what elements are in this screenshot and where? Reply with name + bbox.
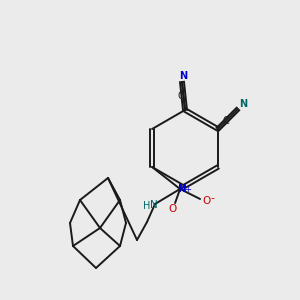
Text: O: O bbox=[168, 204, 176, 214]
Text: O: O bbox=[202, 196, 210, 206]
Text: H: H bbox=[143, 201, 151, 211]
Text: N: N bbox=[179, 71, 187, 81]
Text: +: + bbox=[185, 185, 191, 194]
Text: -: - bbox=[210, 193, 214, 203]
Text: N: N bbox=[178, 184, 187, 194]
Text: C: C bbox=[178, 91, 184, 101]
Text: N: N bbox=[150, 200, 158, 210]
Text: C: C bbox=[223, 116, 229, 126]
Text: N: N bbox=[239, 99, 247, 109]
